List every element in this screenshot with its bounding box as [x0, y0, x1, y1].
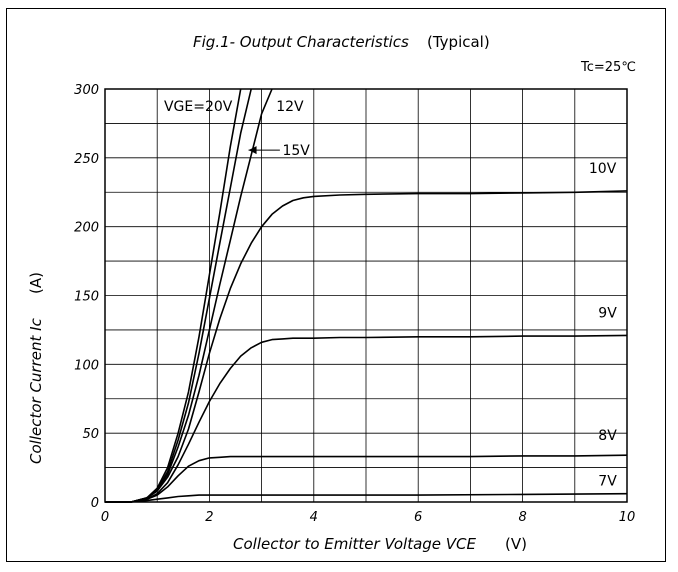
curve-labels: VGE=20V 15V 12V 10V 9V 8V 7V [164, 99, 617, 489]
temperature-condition: Tc=25℃ [580, 60, 636, 75]
y-tick-label: 250 [74, 152, 99, 167]
chart-title-suffix: (Typical) [427, 33, 490, 51]
y-tick-labels: 0 50 100 150 200 250 300 [74, 83, 99, 511]
label-arrow-head [248, 146, 257, 155]
curve-label: 8V [598, 428, 617, 444]
y-tick-label: 50 [82, 427, 99, 442]
x-tick-label: 6 [414, 510, 422, 525]
y-axis-unit: (A) [27, 272, 45, 294]
x-axis-unit: (V) [505, 535, 527, 553]
y-tick-label: 100 [74, 358, 99, 373]
curve-label: 12V [276, 99, 304, 115]
chart-title: Fig.1- Output Characteristics [193, 33, 409, 51]
x-tick-label: 10 [619, 510, 636, 525]
y-axis-title: Collector Current Ic [27, 317, 45, 464]
curve-10v [105, 190, 628, 503]
y-tick-label: 200 [74, 221, 99, 236]
x-tick-label: 8 [518, 510, 526, 525]
x-tick-label: 2 [205, 510, 213, 525]
grid-lines [105, 89, 627, 502]
chart-frame: Fig.1- Output Characteristics (Typical) … [6, 8, 666, 562]
plot-area-border [104, 88, 628, 503]
curve-label: 9V [598, 306, 617, 322]
x-tick-label: 4 [310, 510, 318, 525]
y-tick-label: 300 [74, 83, 99, 98]
x-tick-label: 0 [101, 510, 109, 525]
x-axis-label: Collector to Emitter Voltage VCE (V) [233, 535, 527, 553]
y-tick-label: 0 [91, 496, 99, 511]
curve-8v [105, 454, 628, 503]
x-tick-labels: 0 2 4 6 8 10 [101, 510, 635, 525]
curve-label: 7V [598, 473, 617, 489]
x-axis-title: Collector to Emitter Voltage VCE [233, 535, 477, 553]
curve-7v [105, 492, 628, 503]
curve-label: 10V [589, 161, 617, 177]
curves [105, 88, 628, 503]
output-characteristics-chart: Fig.1- Output Characteristics (Typical) … [27, 33, 636, 553]
y-axis-label: Collector Current Ic (A) [27, 272, 45, 464]
y-tick-label: 150 [74, 290, 99, 305]
curve-label: VGE=20V [164, 99, 233, 115]
curve-9v [105, 334, 628, 503]
curve-label: 15V [282, 143, 310, 159]
